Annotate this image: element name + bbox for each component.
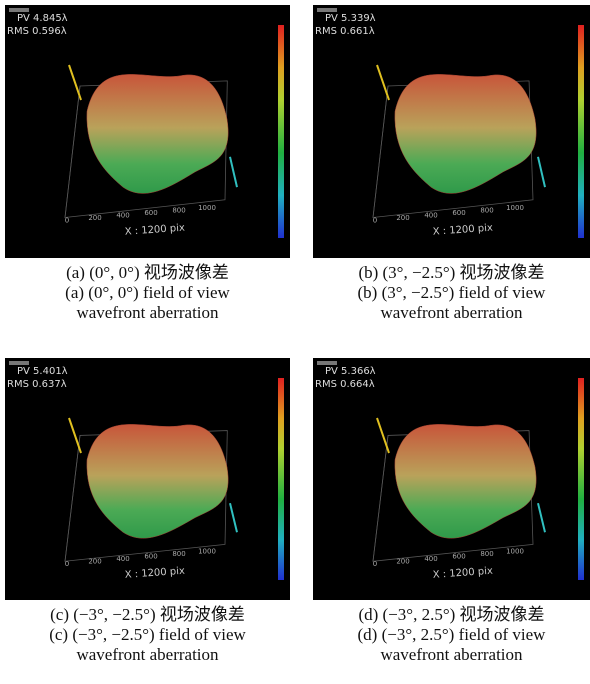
color-bar xyxy=(578,25,584,238)
caption-zh: (c) (−3°, −2.5°) 视场波像差 xyxy=(50,605,245,624)
pv-value: PV 5.339λ xyxy=(325,13,376,24)
axis-triad xyxy=(229,156,238,188)
x-tick-label: 400 xyxy=(424,555,437,563)
x-tick-label: 800 xyxy=(480,550,493,558)
rms-value: RMS 0.596λ xyxy=(7,26,67,37)
wavefront-surface xyxy=(394,74,537,194)
caption-en: (d) (−3°, 2.5°) field of view xyxy=(358,625,547,644)
x-tick-label: 0 xyxy=(373,217,377,225)
x-tick-label: 400 xyxy=(116,555,129,563)
axis-triad xyxy=(68,64,82,101)
x-tick-label: 0 xyxy=(65,560,69,568)
axis-triad xyxy=(537,156,546,188)
caption-en: (c) (−3°, −2.5°) field of view xyxy=(49,625,246,644)
pv-value: PV 4.845λ xyxy=(17,13,68,24)
panel: PV 5.401λ RMS 0.637λ 0 200 400 600 800 1000 X : … xyxy=(5,358,290,600)
x-tick-label: 400 xyxy=(116,212,129,220)
panel: PV 5.339λ RMS 0.661λ 0 200 400 600 800 1000 X : … xyxy=(313,5,590,258)
x-tick-label: 1000 xyxy=(506,548,524,556)
caption-zh: (d) (−3°, 2.5°) 视场波像差 xyxy=(358,605,544,624)
axis-triad xyxy=(376,417,390,454)
logo xyxy=(9,361,29,365)
x-tick-label: 1000 xyxy=(506,204,524,212)
wavefront-surface xyxy=(394,424,537,539)
x-axis-label: X : 1200 pix xyxy=(432,566,493,581)
logo xyxy=(317,8,337,12)
caption-en: wavefront aberration xyxy=(380,303,523,322)
x-tick-label: 800 xyxy=(480,207,493,215)
x-tick-label: 200 xyxy=(88,214,101,222)
panel: PV 5.366λ RMS 0.664λ 0 200 400 600 800 1000 X : … xyxy=(313,358,590,600)
caption-zh: (b) (3°, −2.5°) 视场波像差 xyxy=(358,263,544,282)
vertical-axis xyxy=(372,85,389,218)
x-tick-label: 800 xyxy=(172,207,185,215)
x-tick-label: 1000 xyxy=(198,204,216,212)
x-axis-label: X : 1200 pix xyxy=(124,566,185,581)
x-tick-label: 600 xyxy=(452,209,465,217)
caption-en: (a) (0°, 0°) field of view xyxy=(65,283,230,302)
logo xyxy=(317,361,337,365)
caption-en: wavefront aberration xyxy=(76,645,219,664)
color-bar xyxy=(278,25,284,238)
x-tick-label: 600 xyxy=(452,553,465,561)
color-bar xyxy=(578,378,584,580)
caption-zh: (a) (0°, 0°) 视场波像差 xyxy=(66,263,229,282)
x-tick-label: 200 xyxy=(88,558,101,566)
axis-triad xyxy=(376,64,390,101)
x-axis-label: X : 1200 pix xyxy=(432,223,493,238)
wavefront-surface xyxy=(86,424,229,539)
logo xyxy=(9,8,29,12)
vertical-axis xyxy=(64,85,81,218)
color-bar xyxy=(278,378,284,580)
x-axis-label: X : 1200 pix xyxy=(124,223,185,238)
wavefront-surface xyxy=(86,74,229,194)
axis-triad xyxy=(229,502,238,533)
x-tick-label: 200 xyxy=(396,214,409,222)
vertical-axis xyxy=(372,435,389,562)
axis-triad xyxy=(537,502,546,533)
axis-triad xyxy=(68,417,82,454)
caption-en: wavefront aberration xyxy=(76,303,219,322)
rms-value: RMS 0.664λ xyxy=(315,379,375,390)
panel: PV 4.845λ RMS 0.596λ 0 200 400 600 800 1000 X : … xyxy=(5,5,290,258)
x-tick-label: 600 xyxy=(144,553,157,561)
x-tick-label: 0 xyxy=(373,560,377,568)
x-tick-label: 200 xyxy=(396,558,409,566)
caption-en: wavefront aberration xyxy=(380,645,523,664)
pv-value: PV 5.401λ xyxy=(17,366,68,377)
pv-value: PV 5.366λ xyxy=(325,366,376,377)
rms-value: RMS 0.637λ xyxy=(7,379,67,390)
x-tick-label: 1000 xyxy=(198,548,216,556)
x-tick-label: 400 xyxy=(424,212,437,220)
x-tick-label: 0 xyxy=(65,217,69,225)
caption-en: (b) (3°, −2.5°) field of view xyxy=(358,283,547,302)
vertical-axis xyxy=(64,435,81,562)
x-tick-label: 600 xyxy=(144,209,157,217)
rms-value: RMS 0.661λ xyxy=(315,26,375,37)
x-tick-label: 800 xyxy=(172,550,185,558)
